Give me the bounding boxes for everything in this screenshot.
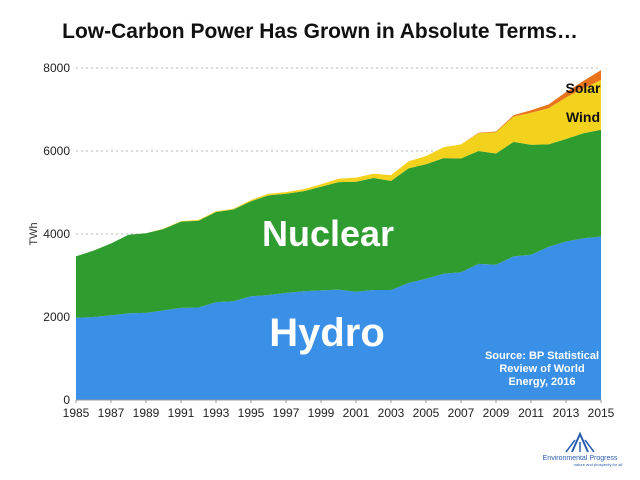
x-tick-label: 1997 [273, 406, 300, 420]
area-nuclear [76, 129, 601, 318]
logo: Environmental Progress nature and prospe… [543, 431, 623, 467]
x-tick-label: 1993 [203, 406, 230, 420]
source-line-3: Energy, 2016 [508, 376, 575, 388]
x-tick-label: 2001 [343, 406, 370, 420]
x-tick-label: 1989 [133, 406, 160, 420]
source-line-2: Review of World [499, 363, 584, 375]
x-tick-label: 1995 [238, 406, 265, 420]
source-note: Source: BP Statistical Review of World E… [485, 350, 599, 388]
axes: 0 2000 4000 6000 8000 TWh 1985 1987 1989 1991 1993… [28, 61, 615, 420]
source-line-1: Source: BP Statistical [485, 350, 599, 362]
y-tick-label: 6000 [43, 144, 70, 158]
y-tick-label: 0 [63, 393, 70, 407]
logo-icon [565, 431, 595, 453]
x-tick-label: 1985 [63, 406, 90, 420]
hydro-label: Hydro [269, 311, 385, 355]
x-tick-label: 2011 [518, 406, 544, 420]
x-tick-label: 2013 [553, 406, 580, 420]
y-tick-label: 2000 [43, 310, 70, 324]
series-labels: Nuclear Hydro Wind Solar [262, 80, 601, 355]
y-axis-label: TWh [28, 222, 40, 245]
y-tick-label: 4000 [43, 227, 70, 241]
wind-label: Wind [566, 109, 600, 125]
x-tick-label: 2009 [483, 406, 510, 420]
stacked-areas [76, 70, 601, 400]
x-tick-label: 1991 [168, 406, 195, 420]
logo-tagline: nature and prosperity for all [574, 462, 623, 467]
nuclear-label: Nuclear [262, 213, 394, 254]
y-tick-label: 8000 [43, 61, 70, 75]
x-tick-label: 2005 [413, 406, 440, 420]
logo-name: Environmental Progress [543, 455, 618, 462]
x-tick-label: 2003 [378, 406, 405, 420]
x-tick-label: 2007 [448, 406, 475, 420]
x-tick-label: 1999 [308, 406, 335, 420]
area-hydro [76, 236, 601, 400]
x-tick-label: 1987 [98, 406, 125, 420]
solar-label: Solar [565, 80, 601, 96]
chart-title: Low-Carbon Power Has Grown in Absolute T… [62, 20, 578, 43]
x-tick-label: 2015 [588, 406, 615, 420]
